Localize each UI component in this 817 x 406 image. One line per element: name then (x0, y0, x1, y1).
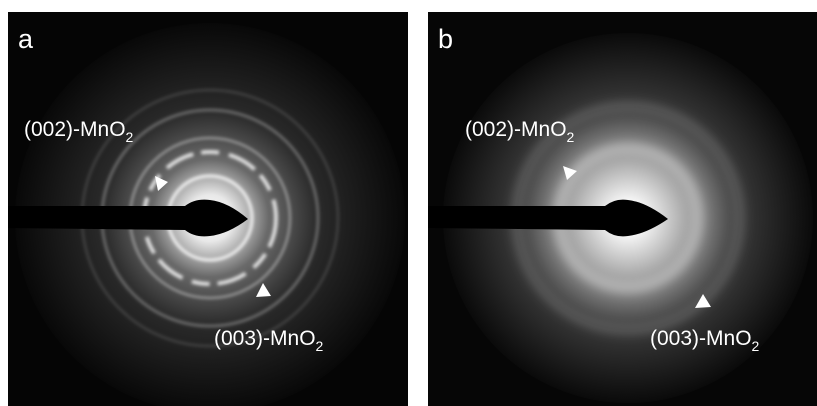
annotation: (002)-MnO2 (24, 118, 134, 145)
panel-label: a (18, 24, 34, 54)
figure: a (002)-MnO2 (003)-MnO2 b (002)-MnO2 (00… (0, 0, 817, 406)
page: {"panels": [ {"label": "a", "annotations… (0, 0, 817, 406)
annotation-text: (003)-MnO (214, 327, 316, 350)
panel-label: b (438, 24, 453, 54)
annotation-subscript: 2 (752, 338, 760, 354)
annotation-text: (003)-MnO (650, 327, 752, 350)
annotation-subscript: 2 (126, 129, 134, 145)
annotation: (002)-MnO2 (465, 118, 575, 145)
panel-a: a (002)-MnO2 (003)-MnO2 (8, 12, 408, 406)
panel-b: b (002)-MnO2 (003)-MnO2 (428, 12, 817, 406)
annotation-text: (002)-MnO (24, 118, 126, 141)
annotation-subscript: 2 (567, 129, 575, 145)
annotation-text: (002)-MnO (465, 118, 567, 141)
annotation-subscript: 2 (316, 338, 324, 354)
annotation: (003)-MnO2 (214, 327, 324, 354)
annotation: (003)-MnO2 (650, 327, 760, 354)
